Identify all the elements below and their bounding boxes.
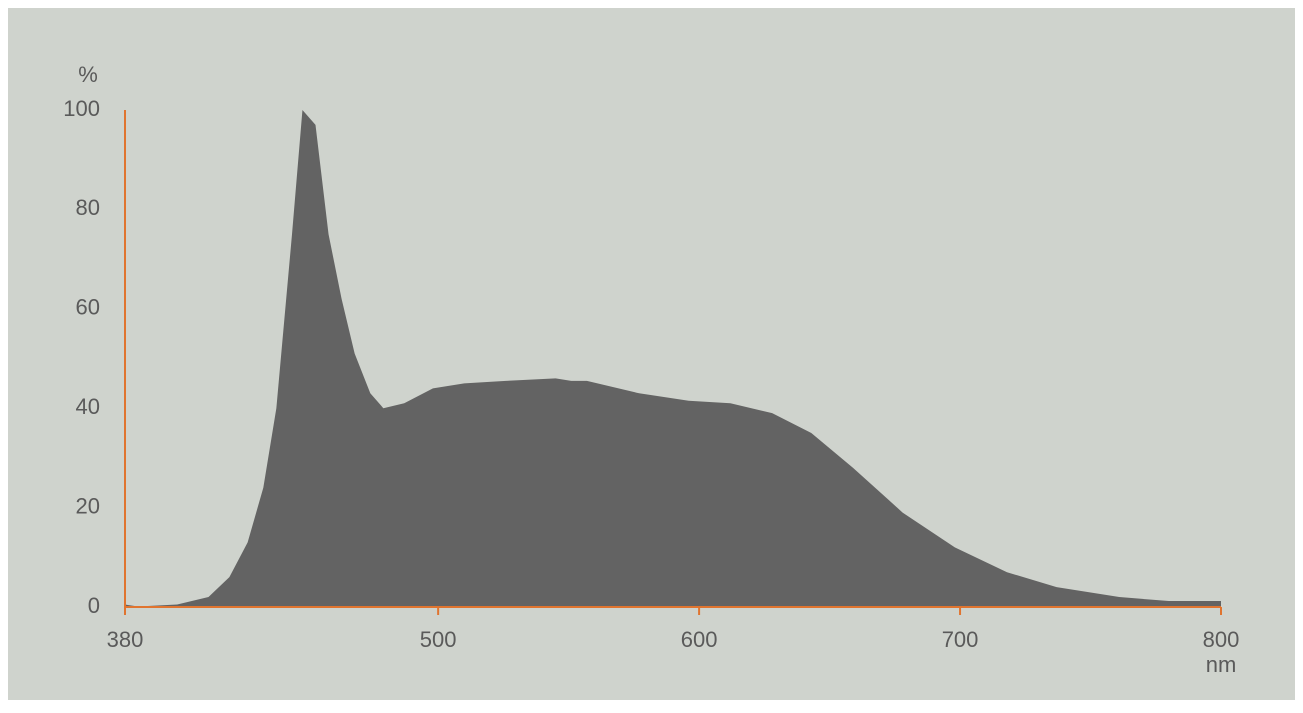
y-axis-label: %	[78, 62, 98, 87]
y-tick-label: 80	[76, 195, 100, 220]
x-tick-label: 600	[681, 627, 718, 652]
y-tick-label: 40	[76, 394, 100, 419]
x-axis-label: nm	[1206, 652, 1237, 677]
y-tick-label: 0	[88, 593, 100, 618]
x-tick-label: 700	[942, 627, 979, 652]
x-tick-label: 800	[1203, 627, 1240, 652]
x-tick-label: 500	[420, 627, 457, 652]
y-tick-label: 100	[63, 96, 100, 121]
area	[125, 110, 1221, 607]
x-tick-label: 380	[107, 627, 144, 652]
y-tick-label: 20	[76, 493, 100, 518]
y-tick-label: 60	[76, 295, 100, 320]
